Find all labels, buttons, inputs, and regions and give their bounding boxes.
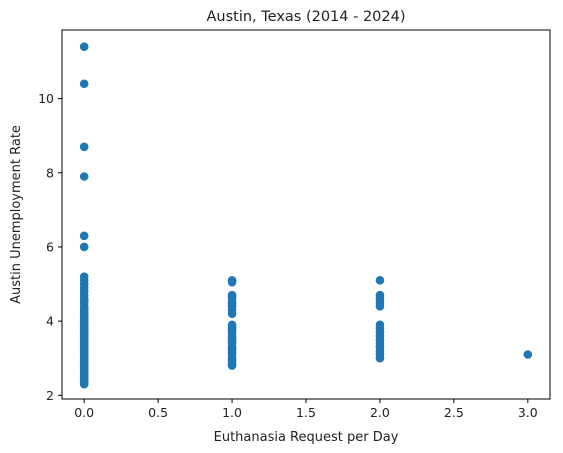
data-point [79,327,89,336]
data-point [227,277,237,287]
y-tick-label: 10 [38,91,54,106]
data-point [375,276,385,285]
data-point [375,353,385,363]
x-axis-ticks: 0.0 0.5 1.0 1.5 2.0 2.5 3.0 [74,399,538,420]
data-point [227,309,237,319]
x-tick-label: 1.5 [296,405,316,420]
data-point [79,172,89,181]
chart-title: Austin, Texas (2014 - 2024) [206,9,405,25]
x-tick-label: 2.5 [444,405,464,420]
data-point [79,79,89,89]
data-point [375,294,385,304]
x-tick-label: 0.5 [148,405,168,420]
x-axis-label: Euthanasia Request per Day [214,430,399,445]
data-point [79,231,89,241]
x-tick-label: 1.0 [222,405,242,420]
data-point [79,319,89,329]
y-tick-label: 6 [46,239,54,254]
data-point [375,335,385,344]
y-tick-label: 2 [46,388,54,403]
data-point [79,242,89,252]
data-point [227,337,237,346]
data-point [375,301,385,311]
data-point [79,42,89,51]
data-point [79,376,89,386]
data-points [79,42,533,389]
data-point [227,326,237,335]
data-point [227,359,237,369]
plot-frame [61,29,551,400]
x-tick-label: 3.0 [518,405,538,420]
data-point [79,307,89,317]
data-point [79,296,89,306]
y-axis-label: Austin Unemployment Rate [9,125,24,304]
data-point [227,300,237,309]
data-point [79,142,89,152]
y-tick-label: 4 [46,314,54,329]
x-tick-label: 0.0 [74,405,94,420]
data-point [227,348,237,357]
data-point [523,350,533,359]
y-tick-label: 8 [46,165,54,180]
y-axis-ticks: 2 4 6 8 10 [38,91,62,403]
data-point [227,292,237,302]
x-tick-label: 2.0 [370,405,390,420]
